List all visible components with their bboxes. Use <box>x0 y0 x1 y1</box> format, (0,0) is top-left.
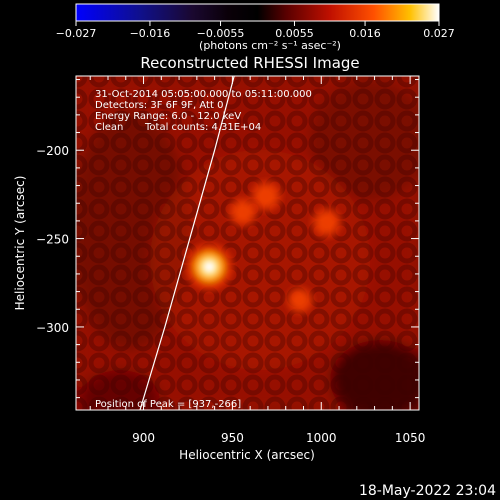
x-axis: 900 950 1000 1050 <box>89 76 426 445</box>
peak-source <box>185 242 234 291</box>
source-blob <box>285 286 315 315</box>
y-tick-label: −250 <box>36 233 69 247</box>
y-axis-label: Heliocentric Y (arcsec) <box>13 176 27 311</box>
x-tick-label: 1050 <box>395 431 426 445</box>
source-blob <box>310 206 343 239</box>
annotation-method: Clean <box>95 122 123 133</box>
solar-limb-curve <box>139 76 235 410</box>
colorbar-tick-label: −0.016 <box>130 27 171 40</box>
x-tick-label: 950 <box>221 431 244 445</box>
y-axis: −200 −250 −300 <box>36 79 419 399</box>
colorbar-tick-label: 0.027 <box>423 27 455 40</box>
source-blob <box>249 179 283 213</box>
y-tick-label: −300 <box>36 321 69 335</box>
source-blob <box>227 196 259 228</box>
annotation-time-range: 31-Oct-2014 05:05:00.000 to 05:11:00.000 <box>95 89 312 100</box>
chart-title: Reconstructed RHESSI Image <box>140 54 359 72</box>
sources <box>185 179 343 315</box>
colorbar-tick-label: 0.016 <box>349 27 381 40</box>
annotation-detectors: Detectors: 3F 6F 9F, Att 0 <box>95 100 223 111</box>
x-tick-label: 900 <box>132 431 155 445</box>
peak-position-label: Position of Peak = [937,-266] <box>95 399 241 410</box>
annotation-energy-range: Energy Range: 6.0 - 12.0 keV <box>95 111 241 122</box>
x-axis-label: Heliocentric X (arcsec) <box>179 448 315 462</box>
colorbar-ticks: −0.027 −0.016 −0.0055 0.0055 0.016 0.027 <box>56 21 455 40</box>
colorbar-tick-label: −0.0055 <box>197 27 245 40</box>
x-tick-label: 1000 <box>306 431 337 445</box>
colorbar-unit-label: (photons cm⁻² s⁻¹ asec⁻²) <box>199 39 341 52</box>
timestamp: 18-May-2022 23:04 <box>359 483 496 499</box>
colorbar-tick-label: 0.0055 <box>275 27 314 40</box>
colorbar <box>75 3 440 22</box>
annotations: 31-Oct-2014 05:05:00.000 to 05:11:00.000… <box>95 89 312 410</box>
y-tick-label: −200 <box>36 144 69 158</box>
colorbar-tick-label: −0.027 <box>56 27 97 40</box>
annotation-total-counts: Total counts: 4.31E+04 <box>144 122 261 133</box>
image-area <box>76 76 419 410</box>
image-ripple-texture <box>76 76 419 410</box>
plot-frame <box>75 75 420 411</box>
